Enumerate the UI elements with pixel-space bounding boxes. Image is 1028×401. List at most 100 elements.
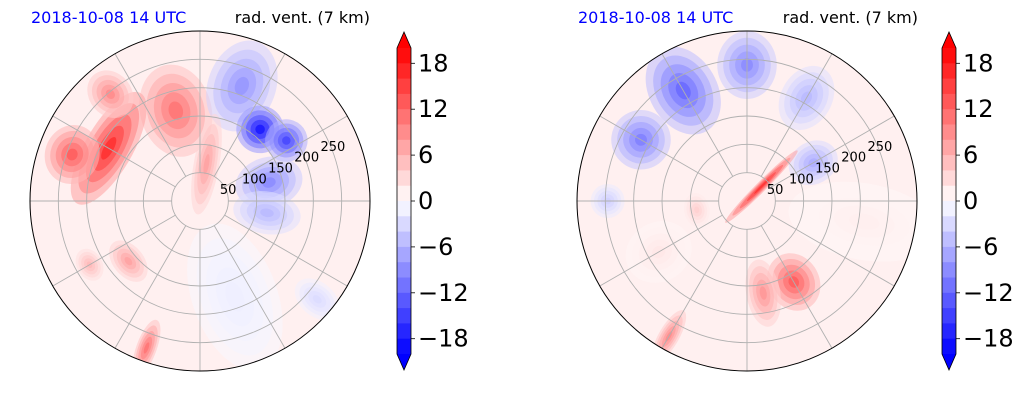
colorbar-tick-label: 0 [963, 187, 978, 215]
azimuth-line [760, 225, 833, 349]
colorbar-segment [397, 216, 411, 233]
azimuth-line [114, 225, 187, 349]
colorbar-tick-label: 6 [418, 141, 433, 169]
azimuth-line [599, 115, 723, 188]
colorbar-tick-label: −18 [963, 325, 1014, 353]
colorbar-segment [397, 170, 411, 187]
range-tick-label: 50 [767, 183, 784, 198]
colorbar-left: 18 12 6 0 −6 −12 −18 [396, 31, 469, 371]
colorbar-segment [942, 170, 956, 187]
colorbar-segment [397, 292, 411, 309]
azimuth-line [661, 53, 734, 177]
range-tick-label: 200 [841, 151, 866, 166]
azimuth-line [52, 214, 176, 287]
colorbar-segment [942, 63, 956, 80]
colorbar-segment [397, 323, 411, 340]
polar-boundary-right [576, 30, 918, 372]
colorbar-segment [942, 216, 956, 233]
colorbar-segment [397, 124, 411, 141]
colorbar-tick-label: 18 [963, 49, 994, 77]
colorbar-right: 18 12 6 0 −6 −12 −18 [941, 31, 1014, 371]
colorbar-ticks-left: 18 12 6 0 −6 −12 −18 [411, 49, 469, 353]
colorbar-segment [397, 139, 411, 156]
colorbar-segment [397, 109, 411, 125]
polar-grid-left [30, 31, 370, 371]
range-tick-label: 100 [789, 172, 814, 187]
range-tick-label: 50 [220, 183, 237, 198]
chart-title-right: rad. vent. (7 km) [235, 8, 370, 27]
colorbar-extend-max [942, 32, 956, 48]
azimuth-line [599, 214, 723, 287]
colorbar-segment [942, 231, 956, 248]
range-tick-label: 150 [268, 161, 293, 176]
colorbar-outline [396, 31, 412, 371]
colorbar-segment [397, 155, 411, 171]
polar-boundary-left [29, 30, 371, 372]
colorbar-ticks-right: 18 12 6 0 −6 −12 −18 [956, 49, 1014, 353]
colorbar-outline [941, 31, 957, 371]
azimuth-line [224, 214, 348, 287]
range-tick-label: 250 [867, 140, 892, 155]
colorbar-segment [397, 246, 411, 263]
azimuth-line [114, 53, 187, 177]
colorbar-tick-label: −6 [418, 233, 453, 261]
colorbar-segment [942, 201, 956, 217]
colorbar-segment [942, 308, 956, 324]
colorbar-tick-label: 0 [418, 187, 433, 215]
colorbar-segment [942, 338, 956, 355]
field-cell [725, 150, 798, 223]
colorbar-segment [397, 93, 411, 110]
colorbar-extend-max [397, 32, 411, 48]
azimuth-line [771, 214, 895, 287]
colorbar-tick-label: −18 [418, 325, 469, 353]
azimuth-line [771, 115, 895, 188]
colorbar-tick-label: 12 [963, 95, 994, 123]
colorbar-tick-label: 6 [963, 141, 978, 169]
field-cell [788, 181, 917, 262]
colorbar-extend-min [397, 354, 411, 370]
field-cell [187, 223, 283, 371]
chart-title-left: 2018-10-08 14 UTC [31, 8, 186, 27]
range-tick-label: 150 [815, 161, 840, 176]
azimuth-line [213, 225, 286, 349]
colorbar-segment [397, 78, 411, 95]
range-tick-label: 250 [320, 140, 345, 155]
colorbar-segment [942, 109, 956, 125]
azimuth-line [52, 115, 176, 188]
azimuth-line [760, 53, 833, 177]
colorbar-tick-label: 18 [418, 49, 449, 77]
colorbar-segment [397, 277, 411, 294]
colorbar-segment [942, 185, 956, 202]
colorbar-segment [942, 292, 956, 309]
colorbar-bar-right [941, 31, 957, 371]
colorbar-segment [942, 323, 956, 340]
azimuth-line [224, 115, 348, 188]
azimuth-line [661, 225, 734, 349]
chart-title-right: rad. vent. (7 km) [783, 8, 918, 27]
colorbar-segment [397, 185, 411, 202]
field-cell [265, 119, 308, 162]
colorbar-segment [397, 308, 411, 324]
colorbar-segment [942, 262, 956, 278]
azimuth-line [213, 53, 286, 177]
colorbar-tick-label: 12 [418, 95, 449, 123]
colorbar-segment [397, 338, 411, 355]
chart-title-left: 2018-10-08 14 UTC [578, 8, 733, 27]
range-tick-label: 200 [294, 151, 319, 166]
colorbar-segment [942, 78, 956, 95]
field-cell [44, 125, 100, 184]
colorbar-segment [397, 262, 411, 278]
colorbar-segment [942, 277, 956, 294]
colorbar-segment [942, 246, 956, 263]
colorbar-extend-min [942, 354, 956, 370]
colorbar-segment [942, 124, 956, 141]
colorbar-segment [397, 231, 411, 248]
colorbar-segment [942, 155, 956, 171]
colorbar-segment [942, 48, 956, 64]
